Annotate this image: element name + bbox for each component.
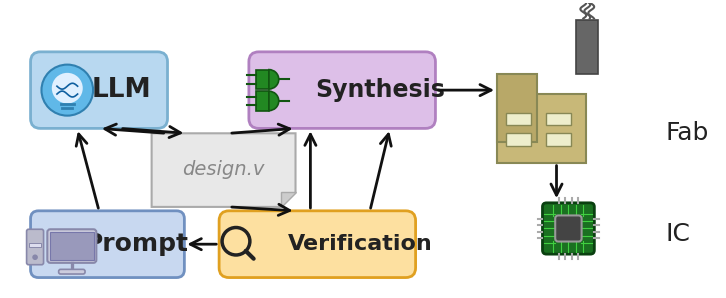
FancyBboxPatch shape <box>219 211 415 277</box>
FancyBboxPatch shape <box>50 232 94 260</box>
Wedge shape <box>269 70 279 89</box>
FancyBboxPatch shape <box>249 52 436 128</box>
Polygon shape <box>281 192 295 207</box>
FancyBboxPatch shape <box>47 229 97 263</box>
Text: LLM: LLM <box>92 77 152 103</box>
Polygon shape <box>497 94 587 163</box>
Text: Synthesis: Synthesis <box>315 78 445 102</box>
FancyBboxPatch shape <box>256 91 269 111</box>
FancyBboxPatch shape <box>542 203 595 254</box>
Circle shape <box>52 73 83 103</box>
Text: Verification: Verification <box>287 234 433 254</box>
Polygon shape <box>497 74 537 142</box>
FancyBboxPatch shape <box>546 133 571 145</box>
FancyBboxPatch shape <box>59 269 85 274</box>
FancyBboxPatch shape <box>576 21 598 74</box>
FancyBboxPatch shape <box>506 113 531 125</box>
Text: IC: IC <box>666 222 690 246</box>
Wedge shape <box>269 91 279 111</box>
Polygon shape <box>152 133 295 207</box>
Text: Prompt: Prompt <box>85 232 189 256</box>
FancyBboxPatch shape <box>546 113 571 125</box>
FancyBboxPatch shape <box>30 243 41 247</box>
FancyBboxPatch shape <box>30 52 168 128</box>
Circle shape <box>32 254 38 260</box>
Circle shape <box>41 65 93 116</box>
FancyBboxPatch shape <box>27 229 44 265</box>
Text: Fab: Fab <box>666 121 709 145</box>
FancyBboxPatch shape <box>256 70 269 89</box>
FancyBboxPatch shape <box>506 133 531 145</box>
FancyBboxPatch shape <box>555 215 582 242</box>
FancyBboxPatch shape <box>30 211 184 277</box>
Text: design.v: design.v <box>182 160 264 179</box>
